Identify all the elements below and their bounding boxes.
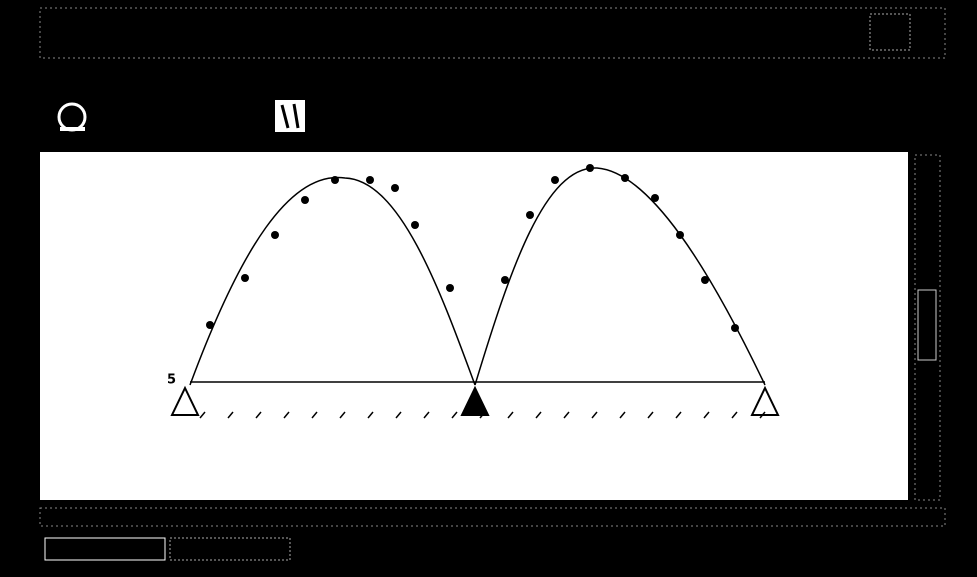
status-bar [40,508,945,526]
node [446,284,454,292]
toolbar [59,100,305,132]
status-field [45,538,165,560]
node [391,184,399,192]
node [586,164,594,172]
scroll-thumb[interactable] [918,290,936,360]
screen: 5 [0,0,977,577]
node [551,176,559,184]
status-field [170,538,290,560]
node [501,276,509,284]
app-window: 5 [0,0,977,577]
node [366,176,374,184]
node [411,221,419,229]
tool-icon[interactable] [275,100,305,132]
tool-icon[interactable] [59,104,85,130]
canvas [40,152,908,500]
title-bar [40,8,945,58]
node [301,196,309,204]
node [701,276,709,284]
tool-icon-base [60,127,85,131]
node [206,321,214,329]
node [526,211,534,219]
node [651,194,659,202]
node [331,176,339,184]
window-button[interactable] [870,14,910,50]
node [731,324,739,332]
node [271,231,279,239]
node [676,231,684,239]
node-label: 5 [167,373,176,388]
node [621,174,629,182]
node [241,274,249,282]
